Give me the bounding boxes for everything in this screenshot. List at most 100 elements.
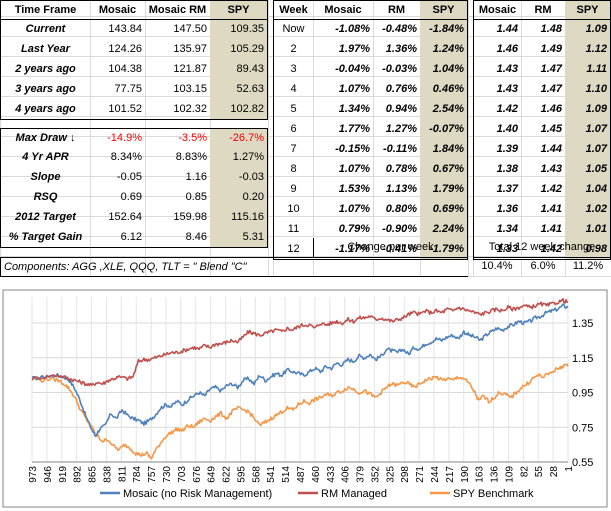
week-change: -0.48% [382, 23, 417, 35]
stat-value-rm: 159.98 [173, 211, 207, 223]
x-tick-label: 28 [549, 466, 560, 478]
week-change: 0.78% [385, 163, 417, 175]
ratio-header: RM [521, 0, 565, 20]
legend-label: SPY Benchmark [453, 488, 534, 500]
week-change: 1.34% [338, 103, 370, 115]
ratio-value: 1.46 [473, 40, 521, 60]
grid-col-line [90, 0, 91, 276]
row-value-rm: 102.32 [145, 100, 210, 120]
ratio-value: 1.48 [540, 23, 562, 35]
week-change: 1.27% [385, 123, 417, 135]
week-label: 6 [273, 120, 313, 140]
grid-row-line [0, 216, 611, 217]
stat-label: Slope [0, 168, 90, 188]
row-value-spy: 102.82 [210, 100, 268, 120]
x-tick-label: 379 [356, 466, 367, 483]
week-change: 0.80% [385, 203, 417, 215]
x-tick-label: 892 [73, 466, 84, 483]
week-change: 1.07% [338, 203, 370, 215]
row-value-rm: 135.97 [173, 43, 207, 55]
x-tick-label: 541 [266, 466, 277, 483]
ratio-value: 1.43 [473, 60, 521, 80]
ratio-value: 1.40 [473, 120, 521, 140]
weekly-caption: Change per week [313, 238, 468, 258]
header-label: Time Frame [0, 0, 90, 20]
grid-row-line [0, 256, 611, 257]
x-tick-label: 325 [385, 466, 396, 483]
grid-col-line [521, 0, 522, 276]
stat-value-rm: 8.46 [145, 228, 210, 248]
stat-value-mosaic: 6.12 [90, 228, 145, 248]
week-label: 10 [273, 200, 313, 220]
stat-value-spy: 5.31 [210, 228, 268, 248]
x-tick-label: 190 [460, 466, 471, 483]
week-header: SPY [420, 0, 468, 20]
ratio-caption: Total 12 week change [473, 238, 611, 258]
ratio-value: 1.39 [473, 140, 521, 160]
ratio-value: 1.37 [473, 180, 521, 200]
x-tick-label: 82 [519, 466, 530, 478]
row-label: 3 years ago [0, 80, 90, 100]
week-change: 1.77% [338, 123, 370, 135]
week-change: 1.24% [420, 40, 468, 60]
ratio-value: 1.43 [473, 80, 521, 100]
x-tick-label: 271 [415, 466, 426, 483]
week-change: 1.07% [338, 83, 370, 95]
stat-value-spy: -0.03 [210, 168, 268, 188]
x-tick-label: 865 [88, 466, 99, 483]
week-change: -0.15% [335, 143, 370, 155]
week-change: -0.41% [373, 240, 420, 260]
ratio-value: 1.36 [473, 200, 521, 220]
y-tick-label: 0.95 [572, 388, 593, 400]
x-tick-label: 244 [430, 466, 441, 483]
y-tick-label: 1.15 [572, 353, 593, 365]
ratio-value: 1.42 [521, 240, 565, 260]
row-label: Current [0, 20, 90, 40]
total-change: 11.2% [572, 260, 604, 272]
week-change: 0.46% [420, 80, 468, 100]
x-tick-label: 298 [400, 466, 411, 483]
week-change: -0.90% [382, 223, 417, 235]
x-tick-label: 757 [147, 466, 158, 483]
ratio-value: 1.12 [565, 40, 611, 60]
grid-col-line [373, 0, 374, 276]
total-change: 10.4% [481, 260, 513, 272]
week-change: -1.84% [420, 20, 468, 40]
grid-row-line [0, 36, 611, 37]
row-value-mosaic: 124.26 [108, 43, 142, 55]
x-tick-label: 568 [251, 466, 262, 483]
week-header: Week [273, 0, 313, 20]
stat-value-rm: -3.5% [145, 128, 210, 148]
week-change: 1.79% [420, 180, 468, 200]
ratio-value: 1.44 [473, 20, 521, 40]
x-tick-label: 838 [102, 466, 113, 483]
week-change: 2.54% [420, 100, 468, 120]
week-label: 4 [273, 80, 313, 100]
x-tick-label: 811 [117, 466, 128, 482]
stat-value-mosaic: 0.69 [120, 191, 142, 203]
week-change: 1.07% [338, 163, 370, 175]
x-tick-label: 55 [534, 466, 545, 478]
stat-value-rm: 8.83% [175, 151, 207, 163]
ratio-value: 1.43 [540, 163, 562, 175]
row-value-mosaic: 143.84 [108, 23, 142, 35]
stat-label: 4 Yr APR [0, 148, 90, 168]
ratio-value: 1.04 [565, 180, 611, 200]
row-value-mosaic: 104.38 [108, 63, 142, 75]
header-spy: SPY [210, 0, 268, 20]
x-tick-label: 919 [58, 466, 69, 483]
ratio-value: 1.47 [540, 63, 562, 75]
stat-value-spy: 115.16 [210, 208, 268, 228]
grid-row-line [0, 176, 611, 177]
ratio-value: 1.09 [565, 20, 611, 40]
grid-row-line [0, 156, 611, 157]
row-value-spy: 52.63 [210, 80, 268, 100]
ratio-value: 1.44 [540, 143, 562, 155]
ratio-header: SPY [565, 0, 611, 20]
grid-row-line [0, 76, 611, 77]
grid-row-line [0, 96, 611, 97]
grid-row-line [0, 56, 611, 57]
ratio-value: 1.49 [540, 43, 562, 55]
week-label: 3 [273, 60, 313, 80]
x-tick-label: 136 [490, 466, 501, 483]
